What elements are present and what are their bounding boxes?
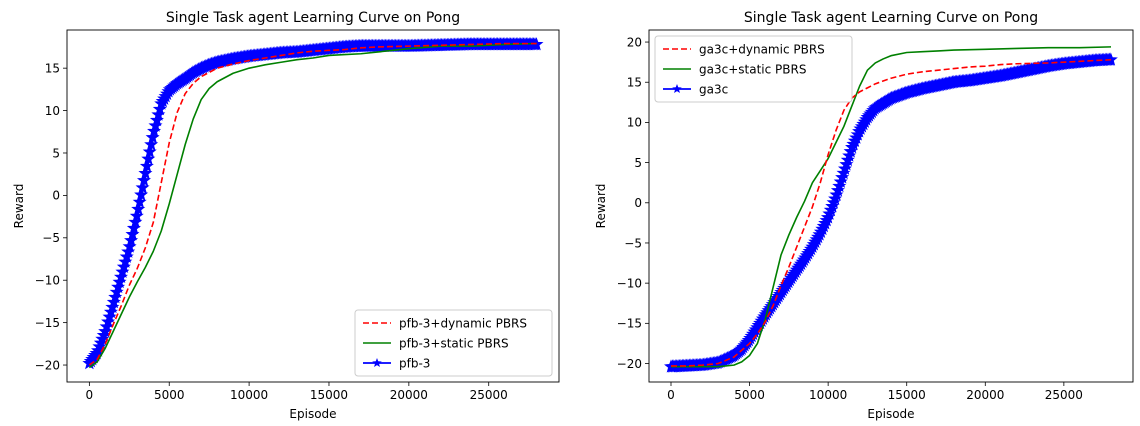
y-tick-label: 0 — [634, 196, 642, 210]
legend-label: pfb-3 — [399, 356, 430, 370]
y-tick-label: 5 — [52, 146, 60, 160]
y-tick-label: −5 — [42, 231, 60, 245]
x-tick-label: 0 — [667, 388, 675, 402]
x-tick-label: 25000 — [1045, 388, 1083, 402]
y-tick-label: −5 — [624, 236, 642, 250]
legend-label: ga3c+dynamic PBRS — [699, 42, 825, 56]
legend: pfb-3+dynamic PBRS pfb-3+static PBRS pfb-3 — [354, 309, 553, 377]
x-tick-label: 0 — [86, 388, 94, 402]
y-tick-label: −20 — [617, 357, 642, 371]
plot-area — [82, 37, 544, 370]
chart-panel-2: Single Task agent Learning Curve on Pong… — [594, 10, 1134, 421]
legend-label: pfb-3+dynamic PBRS — [399, 316, 527, 330]
y-tick-label: 5 — [634, 156, 642, 170]
chart-title: Single Task agent Learning Curve on Pong — [744, 10, 1038, 26]
y-tick-label: −20 — [35, 358, 60, 372]
chart-panel-1: Single Task agent Learning Curve on Pong… — [12, 10, 560, 421]
y-tick-label: −10 — [617, 276, 642, 290]
series-line — [671, 46, 1112, 368]
series-line — [671, 58, 1112, 367]
series-1 — [88, 42, 537, 366]
y-tick-label: 10 — [627, 116, 642, 130]
x-tick-label: 20000 — [966, 388, 1004, 402]
y-tick-label: 15 — [627, 76, 642, 90]
y-tick-label: −15 — [35, 316, 60, 330]
y-axis-label: Reward — [594, 184, 608, 229]
chart-title: Single Task agent Learning Curve on Pong — [166, 10, 460, 26]
y-tick-label: 0 — [52, 189, 60, 203]
x-tick-label: 15000 — [310, 388, 348, 402]
y-tick-label: −15 — [617, 317, 642, 331]
series-2 — [671, 46, 1112, 368]
plot-area — [664, 46, 1118, 373]
y-tick-label: −10 — [35, 274, 60, 288]
x-axis-label: Episode — [867, 407, 914, 421]
legend-box — [654, 35, 853, 103]
x-tick-label: 25000 — [470, 388, 508, 402]
series-1 — [671, 58, 1112, 367]
y-tick-label: 10 — [45, 104, 60, 118]
legend: ga3c+dynamic PBRS ga3c+static PBRS ga3c — [654, 35, 853, 103]
legend-box — [354, 309, 553, 377]
plot-frame — [648, 29, 1134, 383]
y-tick-label: 15 — [45, 61, 60, 75]
legend-label: ga3c — [699, 82, 728, 96]
series-2 — [88, 42, 537, 369]
y-axis-label: Reward — [12, 184, 26, 229]
series-line — [88, 42, 537, 369]
x-axis-label: Episode — [289, 407, 336, 421]
x-tick-label: 20000 — [390, 388, 428, 402]
y-tick-label: 20 — [627, 35, 642, 49]
x-tick-label: 10000 — [230, 388, 268, 402]
series-line — [88, 42, 537, 366]
plot-frame — [66, 29, 560, 383]
legend-star-icon — [372, 358, 382, 368]
x-tick-label: 10000 — [809, 388, 847, 402]
x-tick-label: 15000 — [888, 388, 926, 402]
legend-label: ga3c+static PBRS — [699, 62, 806, 76]
legend-label: pfb-3+static PBRS — [399, 336, 509, 350]
legend-star-icon — [672, 84, 682, 94]
x-tick-label: 5000 — [154, 388, 185, 402]
x-tick-label: 5000 — [734, 388, 765, 402]
